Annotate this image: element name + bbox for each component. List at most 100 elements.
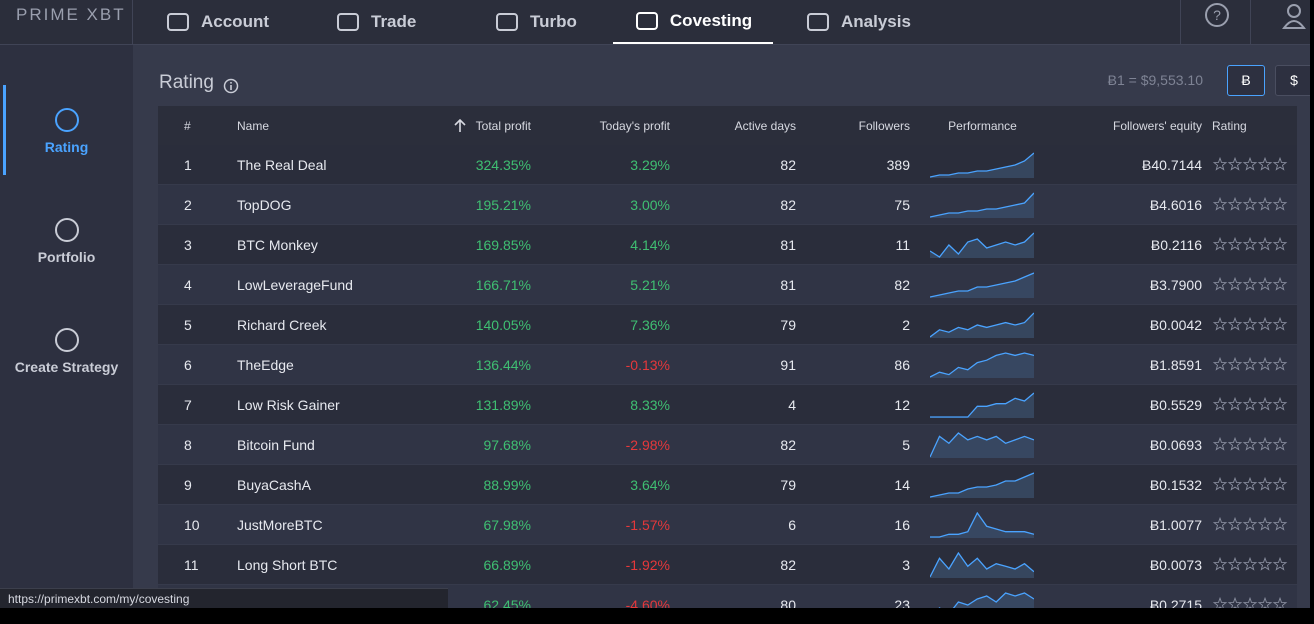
sparkline-area [930,473,1034,498]
cell-rank: 4 [184,277,192,293]
star [1227,437,1243,451]
star [1213,357,1228,371]
rating-stars [1213,157,1288,171]
column-header[interactable]: Total profit [475,119,531,133]
column-header[interactable]: # [184,119,191,133]
cell-days: 6 [788,517,796,533]
currency-button[interactable]: $ [1275,65,1310,96]
performance-sparkline [930,552,1034,578]
star [1272,277,1288,291]
star [1272,357,1288,371]
star [1227,557,1243,571]
table-row[interactable]: 6 TheEdge 136.44% -0.13% 91 86 Ƀ1.8591 [158,345,1297,385]
cell-name: TheEdge [237,357,294,373]
sparkline-area [930,353,1034,378]
cell-equity: Ƀ0.1532 [1149,477,1202,493]
sparkline-line [930,312,1034,338]
cell-followers: 11 [895,237,910,253]
star [1213,557,1228,571]
table-row[interactable]: 5 Richard Creek 140.05% 7.36% 79 2 Ƀ0.0042 [158,305,1297,345]
cell-rank: 3 [184,237,192,253]
star [1227,237,1243,251]
star [1272,317,1288,331]
cell-total: 140.05% [475,317,531,333]
column-header: Performance [948,119,1017,133]
cell-days: 81 [780,237,796,253]
info-icon[interactable] [223,78,239,94]
star [1227,477,1243,491]
sidebar-label: Create Strategy [14,359,119,375]
user-icon[interactable] [1282,2,1306,30]
status-bar: https://primexbt.com/my/covesting [0,588,448,608]
column-header[interactable]: Followers' equity [1113,119,1202,133]
star [1242,317,1258,331]
star [1257,197,1273,211]
rating-stars [1213,397,1288,411]
star [1213,157,1228,171]
cell-name: BTC Monkey [237,237,318,253]
nav-label: Analysis [841,12,911,31]
nav-item[interactable]: Covesting [613,0,773,44]
column-header[interactable]: Followers [858,119,910,133]
nav-label: Turbo [530,12,577,31]
icon-shape [807,13,829,31]
sidebar-item[interactable]: Rating [0,105,133,155]
nav-icon [496,13,518,31]
rating-stars [1213,557,1288,571]
table-row[interactable]: 8 Bitcoin Fund 97.68% -2.98% 82 5 Ƀ0.0693 [158,425,1297,465]
rating-stars [1213,277,1288,291]
cell-equity: Ƀ0.5529 [1149,397,1202,413]
table-row[interactable]: 2 TopDOG 195.21% 3.00% 82 75 Ƀ4.6016 [158,185,1297,225]
page-title: Rating [159,72,214,93]
sparkline-line [930,552,1034,578]
cell-days: 81 [780,277,796,293]
table-row[interactable]: 4 LowLeverageFund 166.71% 5.21% 81 82 Ƀ3.7900 [158,265,1297,305]
cell-days: 91 [780,357,796,373]
nav-item[interactable]: Account [165,0,269,44]
cell-name: JustMoreBTC [237,517,323,533]
table-row[interactable]: 9 BuyaCashA 88.99% 3.64% 79 14 Ƀ0.1532 [158,465,1297,505]
sidebar-label: Portfolio [37,249,96,265]
column-header[interactable]: Active days [734,119,796,133]
column-header[interactable]: Today's profit [599,119,670,133]
performance-sparkline [930,472,1034,498]
cell-total: 88.99% [483,477,531,493]
performance-sparkline [938,592,1034,608]
sidebar-item[interactable]: Create Strategy [0,325,133,375]
star [1257,477,1273,491]
help-icon[interactable]: ? [1204,2,1230,28]
performance-sparkline [930,392,1034,418]
sidebar-item[interactable]: Portfolio [0,215,133,265]
column-header: Rating [1212,119,1247,133]
star [1257,397,1273,411]
cell-today: -2.98% [625,437,670,453]
table-row[interactable]: 3 BTC Monkey 169.85% 4.14% 81 11 Ƀ0.2116 [158,225,1297,265]
cell-rank: 1 [184,157,192,173]
star [1213,397,1228,411]
cell-name: Richard Creek [237,317,327,333]
cell-equity: Ƀ0.0693 [1149,437,1202,453]
nav-item[interactable]: Analysis [805,0,911,44]
sparkline-area [939,593,1034,608]
nav-item[interactable]: Trade [335,0,416,44]
table-row[interactable]: 10 JustMoreBTC 67.98% -1.57% 6 16 Ƀ1.0077 [158,505,1297,545]
currency-button[interactable]: Ƀ [1227,65,1265,96]
star [1242,557,1258,571]
table-row[interactable]: 1 The Real Deal 324.35% 3.29% 82 389 Ƀ40.7144 [158,145,1297,185]
star [1213,437,1228,451]
table-row[interactable]: 11 Long Short BTC 66.89% -1.92% 82 3 Ƀ0.0073 [158,545,1297,585]
table-row[interactable]: 7 Low Risk Gainer 131.89% 8.33% 4 12 Ƀ0.5529 [158,385,1297,425]
star [1213,517,1228,531]
rating-stars [1213,517,1288,531]
star [1213,197,1228,211]
performance-sparkline [930,232,1034,258]
column-header[interactable]: Name [237,119,270,133]
icon-shape [54,218,79,242]
performance-sparkline [930,152,1034,178]
logo: PRIME XBT [16,5,126,24]
top-bar: PRIME XBT ? Account Trade Turbo Covesting An… [0,0,1310,45]
nav-item[interactable]: Turbo [494,0,577,44]
icon-shape [54,108,79,132]
star [1227,157,1243,171]
